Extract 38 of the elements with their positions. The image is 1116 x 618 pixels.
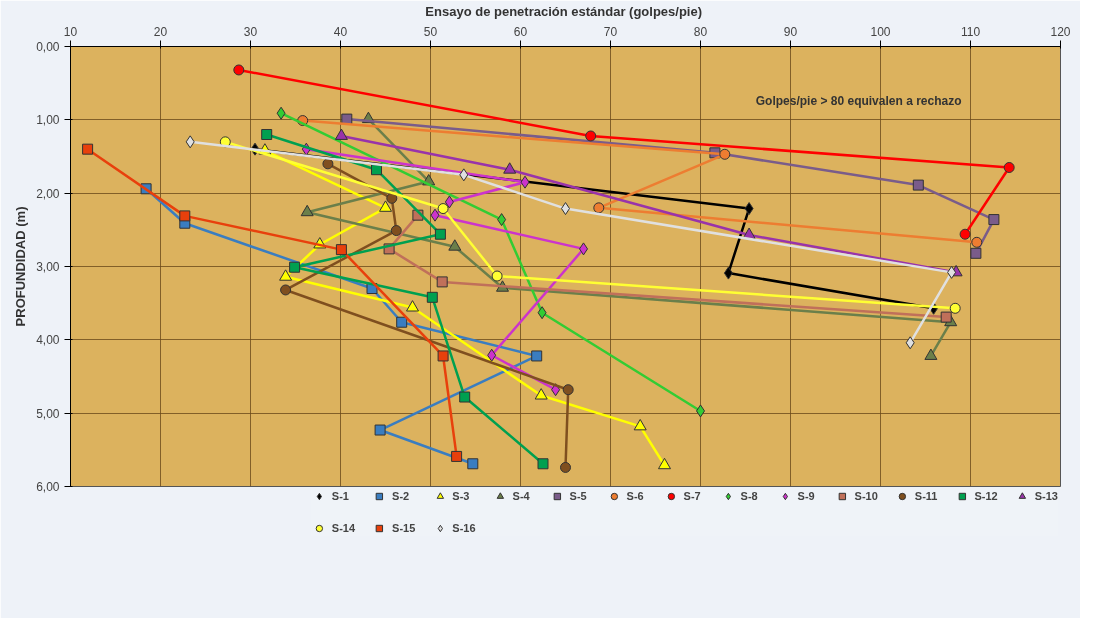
x-tick-label: 50 [423,24,438,39]
legend-label: S-7 [683,490,702,502]
legend-label: S-2 [392,490,411,502]
legend-label: S-15 [392,522,416,534]
y-tick-label: 2,00 [36,186,60,201]
x-tick-label: 110 [960,24,981,39]
legend-label: S-3 [452,490,471,502]
x-tick-label: 30 [243,24,258,39]
legend-label: S-14 [331,522,356,534]
y-tick-label: 3,00 [36,260,60,274]
legend-label: S-6 [626,490,645,502]
x-tick-label: 40 [333,24,348,39]
y-tick-label: 5,00 [36,406,60,421]
x-tick-label: 100 [870,24,891,39]
x-tick-label: 120 [1050,24,1071,39]
y-tick-label: 0,00 [36,40,60,54]
x-tick-label: 70 [603,24,618,39]
legend-label: S-10 [854,490,878,502]
legend-label: S-11 [914,490,938,502]
x-axis-title: Ensayo de penetración estándar (golpes/pie) [425,3,703,19]
annotation: Golpes/pie > 80 equivalen a rechazo [755,94,962,109]
y-tick-label: 4,00 [36,333,60,348]
legend-label: S-1 [331,490,350,502]
legend-label: S-16 [452,522,476,534]
x-tick-label: 10 [63,24,78,39]
legend-label: S-12 [974,490,998,502]
y-axis-title: PROFUNDIDAD (m) [13,206,29,327]
y-tick-label: 6,00 [36,480,60,494]
legend-label: S-8 [740,490,759,502]
x-tick-label: 80 [693,24,708,39]
legend-label: S-13 [1034,490,1058,502]
legend-label: S-4 [512,490,531,502]
x-tick-label: 60 [513,24,528,39]
x-tick-label: 20 [153,24,168,39]
y-tick-label: 1,00 [36,113,60,128]
x-tick-label: 90 [783,24,798,39]
legend-label: S-5 [569,490,588,502]
legend-label: S-9 [797,490,816,502]
